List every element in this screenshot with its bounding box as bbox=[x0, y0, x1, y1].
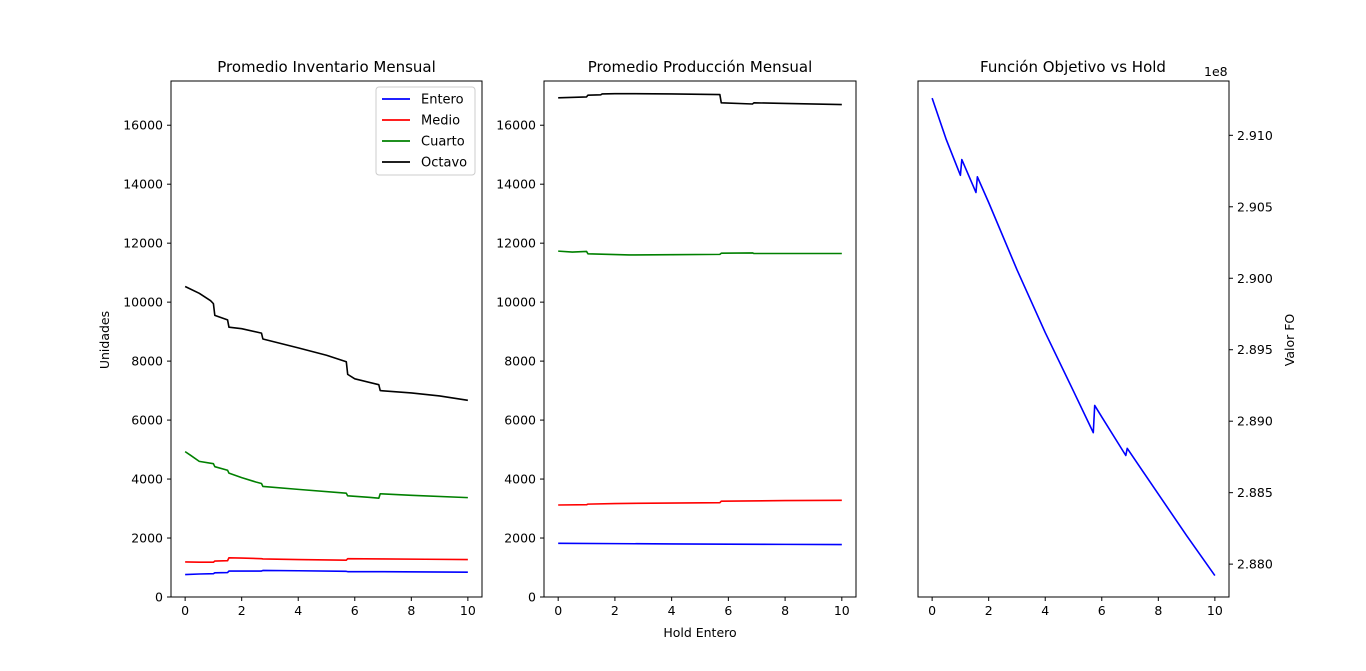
series-line-1-0 bbox=[558, 542, 842, 546]
x-tick-label: 6 bbox=[1098, 603, 1106, 618]
x-tick-label: 10 bbox=[834, 603, 850, 618]
legend: Entero Medio Cuarto Octavo bbox=[375, 86, 476, 176]
x-tick-label: 2 bbox=[611, 603, 619, 618]
x-tick-label: 6 bbox=[724, 603, 732, 618]
x-tick-label: 10 bbox=[1207, 603, 1223, 618]
series-line-1-1 bbox=[558, 499, 842, 506]
axes-frame bbox=[170, 80, 483, 598]
y-axis-label-inventario: Unidades bbox=[97, 311, 112, 369]
axes-frame bbox=[917, 80, 1230, 598]
y-tick-label: 8000 bbox=[131, 354, 163, 369]
legend-label: Entero bbox=[421, 93, 464, 108]
x-tick-label: 8 bbox=[781, 603, 789, 618]
y-tick-label: 4000 bbox=[131, 472, 163, 487]
x-tick-label: 2 bbox=[985, 603, 993, 618]
x-tick-label: 8 bbox=[1154, 603, 1162, 618]
chart-title-produccion: Promedio Producción Mensual bbox=[588, 58, 813, 76]
y-tick-label: 14000 bbox=[123, 177, 163, 192]
x-tick-label: 0 bbox=[928, 603, 936, 618]
plot-area-inventario: 0 2 4 6 8 10 0 2000 4000 6000 8000 10000 12000 14000 1… bbox=[123, 80, 483, 618]
x-tick-label: 0 bbox=[554, 603, 562, 618]
y-tick-label: 4000 bbox=[504, 472, 536, 487]
series-line-0-0 bbox=[185, 569, 468, 576]
y-tick-label: 12000 bbox=[496, 236, 536, 251]
chart-funcion-objetivo: Función Objetivo vs Hold Valor FO 1e8 0 2… bbox=[917, 58, 1297, 618]
series-line-1-2 bbox=[558, 250, 842, 256]
legend-label: Octavo bbox=[421, 156, 467, 171]
x-tick-label: 4 bbox=[1041, 603, 1049, 618]
y-tick-label: 10000 bbox=[123, 295, 163, 310]
y-tick-label: 2.905 bbox=[1237, 199, 1273, 214]
y-tick-label: 12000 bbox=[123, 236, 163, 251]
series-line-2-0 bbox=[931, 97, 1216, 577]
y-tick-label: 2.910 bbox=[1237, 128, 1273, 143]
x-tick-label: 0 bbox=[181, 603, 189, 618]
x-tick-label: 10 bbox=[460, 603, 476, 618]
y-tick-label: 0 bbox=[528, 590, 536, 605]
y-tick-label: 6000 bbox=[504, 413, 536, 428]
y-tick-label: 2.880 bbox=[1237, 557, 1273, 572]
y-tick-label: 10000 bbox=[496, 295, 536, 310]
y-axis-label-funcion-objetivo: Valor FO bbox=[1282, 314, 1297, 367]
series-line-1-3 bbox=[558, 92, 842, 106]
x-tick-label: 2 bbox=[238, 603, 246, 618]
y-tick-label: 2.885 bbox=[1237, 485, 1273, 500]
offset-text-funcion-objetivo: 1e8 bbox=[1204, 64, 1228, 79]
legend-box bbox=[375, 86, 476, 176]
plot-area-funcion-objetivo: 0 2 4 6 8 10 2.880 2.885 2.890 2.895 2.900 2.905 2.9… bbox=[917, 80, 1273, 618]
x-tick-label: 6 bbox=[351, 603, 359, 618]
y-tick-label: 14000 bbox=[496, 177, 536, 192]
series-line-0-2 bbox=[184, 450, 468, 500]
x-tick-label: 8 bbox=[407, 603, 415, 618]
chart-produccion: Promedio Producción Mensual Hold Entero … bbox=[496, 58, 857, 640]
legend-label: Medio bbox=[421, 114, 460, 129]
x-tick-label: 4 bbox=[668, 603, 676, 618]
chart-title-funcion-objetivo: Función Objetivo vs Hold bbox=[980, 58, 1166, 76]
series-line-0-3 bbox=[184, 285, 468, 402]
y-tick-label: 2.890 bbox=[1237, 414, 1273, 429]
y-tick-label: 2000 bbox=[504, 531, 536, 546]
chart-inventario: Promedio Inventario Mensual Unidades 0 2 4… bbox=[97, 58, 483, 618]
y-tick-label: 2000 bbox=[131, 531, 163, 546]
y-tick-label: 16000 bbox=[496, 118, 536, 133]
plot-area-produccion: 0 2 4 6 8 10 0 2000 4000 6000 8000 10000 12000 14000 1… bbox=[496, 80, 857, 618]
y-tick-label: 0 bbox=[155, 590, 163, 605]
y-tick-label: 2.895 bbox=[1237, 342, 1273, 357]
series-line-0-1 bbox=[185, 556, 468, 564]
x-tick-label: 4 bbox=[294, 603, 302, 618]
y-tick-label: 6000 bbox=[131, 413, 163, 428]
y-tick-label: 16000 bbox=[123, 118, 163, 133]
x-axis-label-produccion: Hold Entero bbox=[663, 625, 736, 640]
legend-label: Cuarto bbox=[421, 135, 465, 150]
chart-title-inventario: Promedio Inventario Mensual bbox=[217, 58, 436, 76]
axes-frame bbox=[543, 80, 857, 598]
y-tick-label: 8000 bbox=[504, 354, 536, 369]
y-tick-label: 2.900 bbox=[1237, 271, 1273, 286]
